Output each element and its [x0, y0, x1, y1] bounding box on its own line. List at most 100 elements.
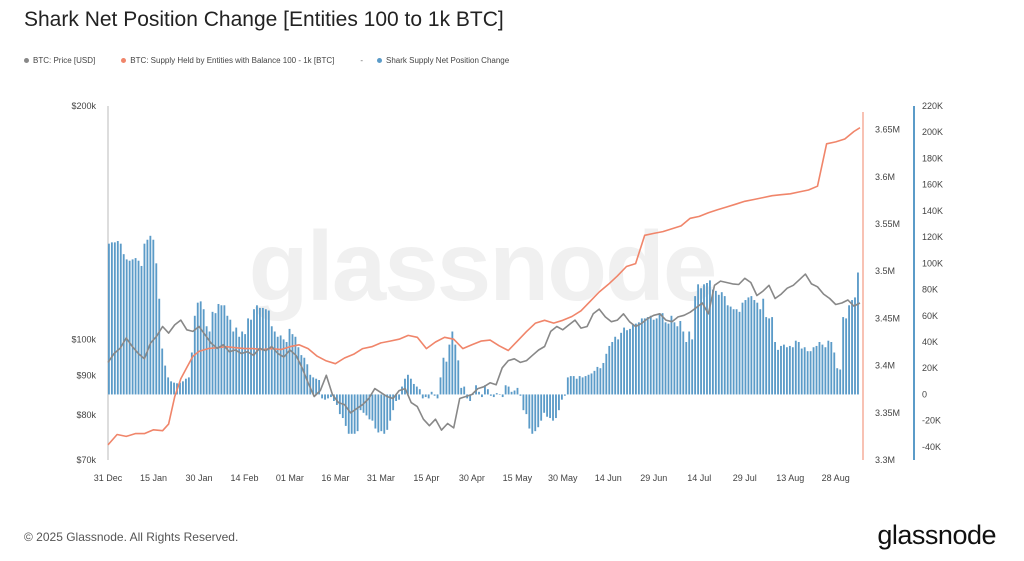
- net-change-axis-tick-label: 80K: [922, 285, 938, 295]
- legend-dot-net-change: [377, 58, 382, 63]
- net-change-bar: [534, 394, 537, 432]
- x-axis-tick-label: 14 Jul: [687, 473, 711, 483]
- supply-axis-tick-label: 3.65M: [875, 125, 900, 135]
- net-change-bar: [629, 328, 631, 395]
- net-change-bar: [430, 391, 433, 395]
- net-change-bar: [421, 394, 424, 399]
- net-change-bar: [507, 386, 510, 395]
- net-change-bar: [590, 373, 593, 395]
- net-change-bar: [753, 300, 756, 395]
- net-change-bar: [368, 394, 371, 420]
- legend-item-price[interactable]: BTC: Price [USD]: [24, 56, 95, 65]
- net-change-bar: [623, 327, 625, 395]
- net-change-bar: [661, 313, 664, 395]
- net-change-bar: [167, 377, 170, 395]
- net-change-bar: [173, 382, 175, 395]
- net-change-bar: [481, 394, 483, 398]
- net-change-bar: [321, 394, 324, 399]
- net-change-bar: [836, 368, 839, 395]
- net-change-bar: [815, 345, 818, 395]
- net-change-bar: [398, 394, 400, 400]
- net-change-bar: [732, 309, 735, 395]
- net-change-bar: [824, 347, 827, 395]
- net-change-bar: [759, 309, 762, 395]
- net-change-bar: [572, 376, 575, 395]
- net-change-bar: [484, 385, 486, 395]
- net-change-bar: [155, 263, 158, 395]
- net-change-axis-tick-label: 200K: [922, 127, 943, 137]
- net-change-bar: [498, 394, 501, 395]
- legend-item-net-change[interactable]: Shark Supply Net Position Change: [377, 56, 509, 65]
- net-change-bar: [264, 309, 267, 395]
- net-change-bar: [253, 309, 255, 395]
- legend-item-supply[interactable]: BTC: Supply Held by Entities with Balanc…: [121, 56, 334, 65]
- legend-dot-supply: [121, 58, 127, 63]
- net-change-bar: [143, 243, 146, 395]
- net-change-bar: [676, 326, 679, 395]
- net-change-bar: [273, 331, 276, 395]
- net-change-bar: [291, 334, 294, 395]
- net-change-bar: [279, 335, 282, 395]
- net-change-bar: [161, 348, 164, 395]
- net-change-bar: [706, 283, 708, 395]
- net-change-bar: [371, 394, 374, 421]
- supply-axis-tick-label: 3.4M: [875, 361, 895, 371]
- net-change-bar: [356, 394, 359, 432]
- x-axis-tick-label: 15 Apr: [413, 473, 439, 483]
- net-change-bar: [744, 300, 747, 395]
- net-change-bar: [697, 284, 700, 395]
- net-change-bar: [223, 305, 226, 395]
- net-change-bar: [312, 377, 315, 395]
- net-change-bar: [510, 391, 513, 395]
- net-change-bar: [854, 297, 856, 395]
- net-change-bar: [634, 323, 637, 395]
- net-change-axis-tick-label: 160K: [922, 180, 943, 190]
- net-change-bar: [108, 243, 110, 395]
- net-change-bar: [353, 394, 356, 434]
- net-change-bar: [842, 317, 845, 395]
- net-change-bar: [700, 288, 702, 395]
- net-change-bar: [714, 290, 717, 395]
- net-change-bar: [294, 336, 297, 395]
- footer-logo[interactable]: glassnode: [877, 520, 996, 550]
- net-change-axis-tick-label: 120K: [922, 232, 943, 242]
- net-change-bar: [809, 351, 812, 395]
- x-axis-tick-label: 29 Jul: [733, 473, 757, 483]
- net-change-bar: [543, 394, 546, 413]
- net-change-bar: [492, 394, 495, 398]
- net-change-bar: [581, 377, 584, 395]
- net-change-bar: [794, 340, 797, 395]
- net-change-bar: [495, 393, 498, 395]
- x-axis-tick-label: 30 Jan: [185, 473, 212, 483]
- net-change-bar: [709, 280, 711, 395]
- net-change-bar: [652, 319, 655, 395]
- watermark: glassnode: [249, 211, 716, 321]
- net-change-bar: [347, 394, 350, 434]
- x-axis-tick-label: 29 Jun: [640, 473, 667, 483]
- net-change-bar: [620, 332, 623, 395]
- x-axis-tick-label: 15 Jan: [140, 473, 167, 483]
- net-change-bar: [389, 394, 392, 421]
- supply-axis-ticks: 3.65M 3.6M 3.55M 3.5M 3.45M 3.4M 3.35M 3.3M: [875, 125, 900, 465]
- net-change-bar: [771, 317, 774, 395]
- net-change-bar: [783, 344, 785, 395]
- net-change-bar: [756, 302, 759, 395]
- net-change-bar: [220, 305, 223, 395]
- net-change-bar: [451, 331, 454, 395]
- net-change-bar: [288, 328, 291, 395]
- net-change-bar: [211, 311, 214, 395]
- net-change-bar: [608, 345, 611, 395]
- net-change-bar: [818, 342, 821, 395]
- net-change-bar: [833, 352, 836, 395]
- net-change-bar: [448, 344, 451, 395]
- net-change-bar: [679, 321, 682, 395]
- net-change-bar: [131, 259, 134, 395]
- net-change-bar: [324, 394, 326, 400]
- net-change-bar: [504, 385, 507, 395]
- net-change-bar: [190, 352, 193, 395]
- net-change-bar: [407, 374, 409, 395]
- net-change-bar: [800, 348, 803, 395]
- net-change-bar: [655, 318, 658, 395]
- x-axis-ticks: 31 Dec 15 Jan 30 Jan 14 Feb 01 Mar 16 Mar 31 M…: [94, 473, 850, 483]
- net-change-bar: [276, 336, 279, 395]
